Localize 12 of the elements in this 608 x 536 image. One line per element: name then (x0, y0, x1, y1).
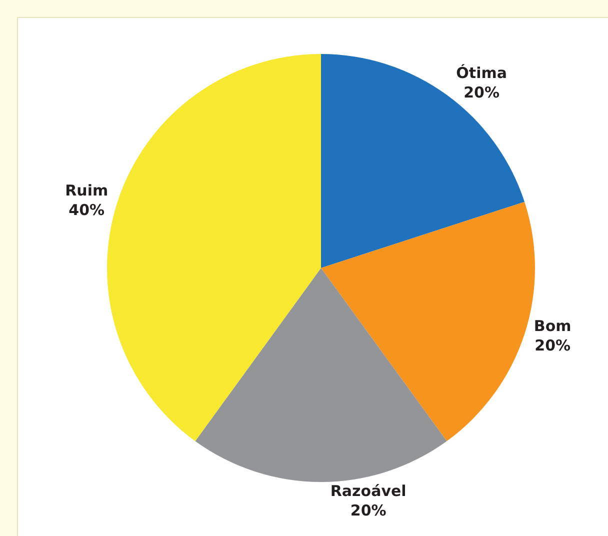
pie-slice (321, 54, 525, 268)
pie-slice (321, 202, 535, 442)
slice-label: Razoável (330, 482, 406, 500)
slice-label: Bom (534, 317, 572, 336)
pie-slice (107, 54, 321, 442)
data-label: 20% (534, 336, 571, 355)
slice-label: Ruim (65, 181, 108, 200)
data-label: 20% (464, 83, 500, 102)
slice-label: Ótima (456, 64, 507, 82)
data-label: 20% (350, 502, 386, 520)
data-label: 40% (68, 200, 105, 219)
pie-slice (195, 268, 447, 482)
